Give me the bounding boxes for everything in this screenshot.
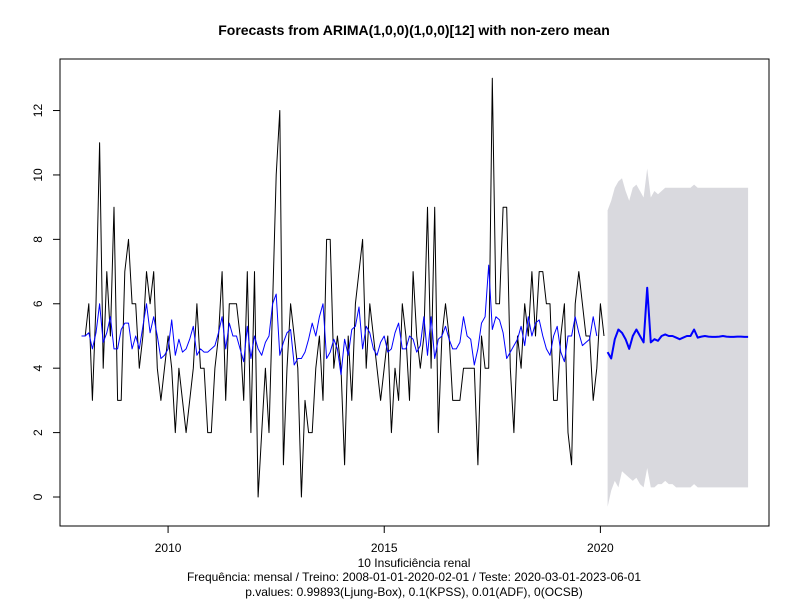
y-tick-label: 4 (31, 365, 45, 372)
y-axis: 0 2 4 6 8 10 12 (31, 104, 61, 500)
forecast-series-line (606, 286, 749, 360)
x-axis: 2010 2015 2020 (155, 525, 614, 555)
caption-line-3: p.values: 0.99893(Ljung-Box), 0.1(KPSS),… (245, 585, 582, 599)
caption-line-2: Frequência: mensal / Treino: 2008-01-01-… (187, 570, 641, 584)
y-tick-label: 2 (31, 429, 45, 436)
fitted-series-layer (81, 264, 598, 376)
x-tick-label: 2015 (371, 541, 398, 555)
y-tick-label: 10 (31, 168, 45, 182)
y-tick-label: 0 (31, 493, 45, 500)
caption-line-1: 10 Insuficiência renal (358, 556, 471, 570)
forecast-series-layer (606, 286, 749, 360)
y-tick-label: 12 (31, 104, 45, 118)
fitted-series-line (81, 264, 598, 376)
x-tick-label: 2020 (587, 541, 614, 555)
y-tick-label: 6 (31, 300, 45, 307)
y-tick-label: 8 (31, 236, 45, 243)
observed-series-line (81, 77, 605, 498)
x-tick-label: 2010 (155, 541, 182, 555)
observed-series-layer (81, 77, 605, 498)
chart-title: Forecasts from ARIMA(1,0,0)(1,0,0)[12] w… (218, 22, 610, 38)
